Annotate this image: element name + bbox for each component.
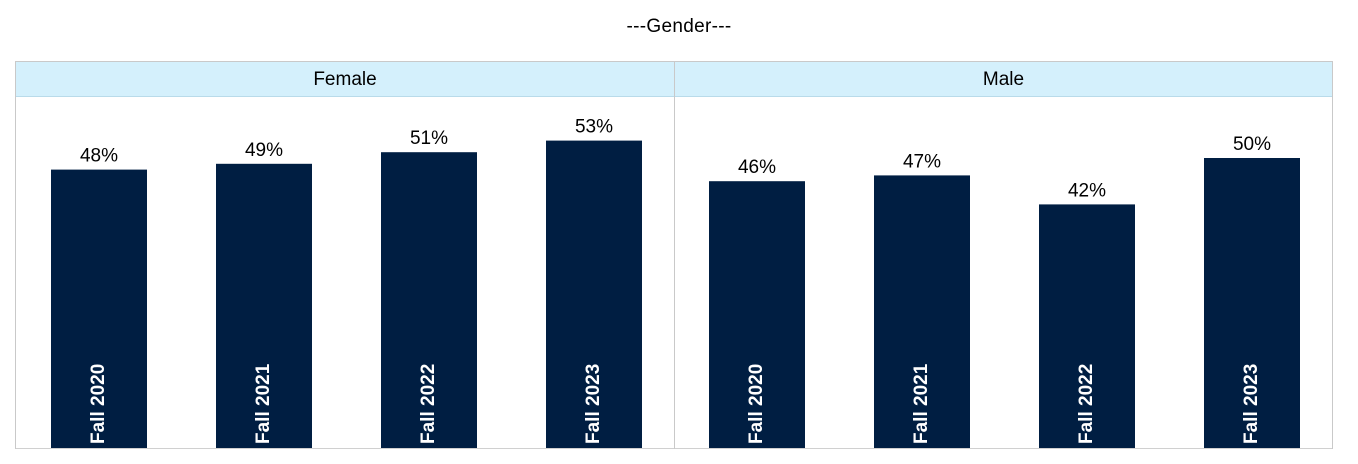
- value-label-male-2: 42%: [1068, 180, 1106, 201]
- category-label-male-1: Fall 2021: [911, 363, 932, 444]
- category-label-male-2: Fall 2022: [1076, 364, 1097, 444]
- chart-title: ---Gender---: [626, 16, 732, 37]
- value-label-male-1: 47%: [903, 151, 941, 172]
- bar-female-2: [381, 152, 477, 448]
- panel-header-female: Female: [16, 62, 674, 97]
- category-label-male-0: Fall 2020: [746, 364, 767, 444]
- value-label-female-0: 48%: [80, 146, 118, 167]
- category-label-female-0: Fall 2020: [88, 364, 109, 444]
- category-label-female-1: Fall 2021: [253, 363, 274, 444]
- category-label-male-3: Fall 2023: [1241, 364, 1262, 444]
- value-label-female-1: 49%: [245, 140, 283, 161]
- value-label-female-3: 53%: [575, 117, 613, 138]
- bar-female-0: [51, 169, 147, 448]
- bar-male-0: [709, 181, 805, 448]
- value-label-female-2: 51%: [410, 128, 448, 149]
- bar-female-1: [216, 163, 312, 449]
- bar-male-3: [1204, 158, 1300, 448]
- baseline-male: [675, 448, 1332, 449]
- panel-header-male: Male: [675, 62, 1332, 97]
- bar-male-1: [874, 175, 970, 448]
- category-label-female-3: Fall 2023: [583, 364, 604, 444]
- baseline-female: [16, 448, 674, 449]
- bar-male-2: [1039, 204, 1135, 448]
- bar-female-3: [546, 140, 642, 448]
- value-label-male-0: 46%: [738, 157, 776, 178]
- panel-divider: [674, 61, 675, 449]
- category-label-female-2: Fall 2022: [418, 364, 439, 444]
- value-label-male-3: 50%: [1233, 134, 1271, 155]
